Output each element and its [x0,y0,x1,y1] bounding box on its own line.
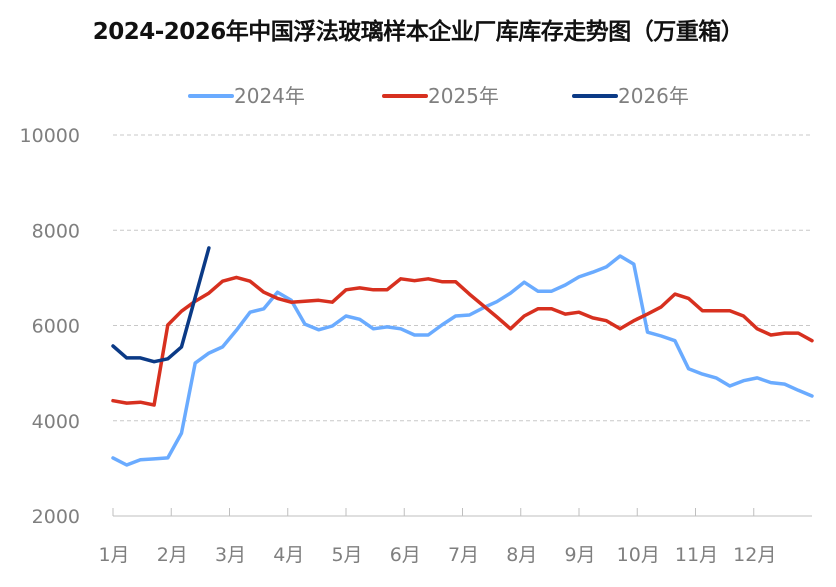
y-tick-label: 6000 [32,316,80,338]
x-tick-label: 11月 [675,544,718,566]
x-tick-label: 6月 [390,544,421,566]
legend-label: 2026年 [618,84,689,108]
series-line-2024年 [111,254,814,467]
x-tick-label: 12月 [733,544,776,566]
legend-label: 2024年 [234,84,305,108]
x-tick-label: 5月 [331,544,362,566]
series-line-2025年 [111,275,814,407]
y-tick-label: 8000 [32,220,80,242]
x-tick-label: 1月 [98,544,129,566]
x-tick-label: 4月 [273,544,304,566]
legend-label: 2025年 [428,84,499,108]
chart-title: 2024-2026年中国浮法玻璃样本企业厂库库存走势图（万重箱） [92,19,744,45]
y-tick-label: 4000 [32,411,80,433]
x-tick-label: 7月 [448,544,479,566]
x-tick-label: 9月 [564,544,595,566]
x-tick-label: 10月 [617,544,660,566]
series-line-2026年 [111,246,211,364]
y-tick-label: 10000 [20,125,80,147]
y-tick-label: 2000 [32,506,80,528]
x-tick-label: 8月 [506,544,537,566]
x-tick-label: 3月 [215,544,246,566]
x-tick-label: 2月 [157,544,188,566]
